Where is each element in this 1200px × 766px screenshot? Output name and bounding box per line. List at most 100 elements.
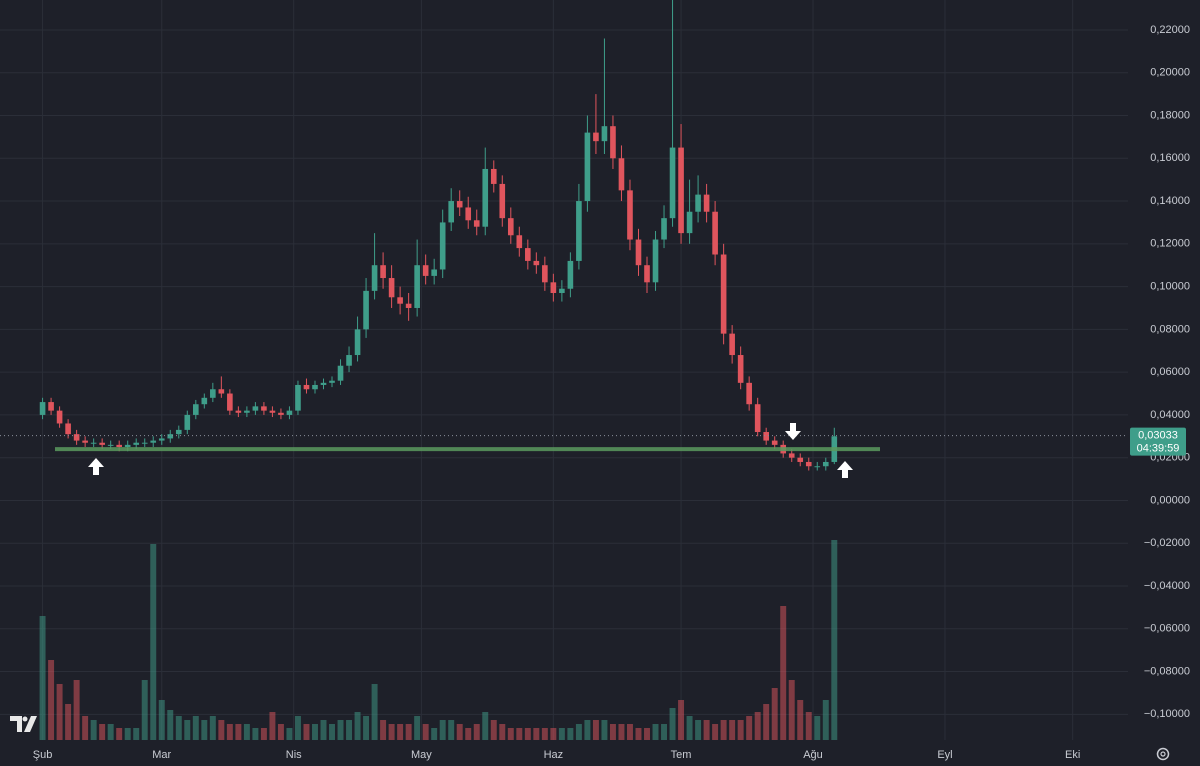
y-tick-label: 0,06000	[1150, 366, 1190, 378]
candle-body	[354, 329, 361, 356]
candle-body	[584, 132, 591, 202]
volume-bar	[329, 724, 335, 740]
candle-body	[48, 402, 54, 411]
volume-bar	[226, 724, 233, 740]
candle-body	[669, 147, 676, 219]
volume-bar	[507, 728, 514, 740]
volume-bar	[354, 712, 361, 740]
candle-body	[286, 410, 293, 415]
volume-bar	[601, 720, 608, 740]
candle-body	[380, 265, 386, 279]
volume-bar	[669, 708, 676, 740]
volume-bar	[209, 716, 216, 740]
y-tick-label: −0,10000	[1144, 708, 1190, 720]
candle-body	[465, 207, 472, 221]
candle-body	[150, 440, 157, 443]
candle-body	[490, 168, 497, 184]
volume-bar	[592, 720, 599, 740]
candle-body	[627, 190, 633, 240]
candle-body	[652, 239, 659, 283]
volume-bar	[277, 724, 284, 740]
volume-bar	[422, 724, 429, 740]
volume-bar	[269, 712, 276, 740]
candle-body	[218, 389, 225, 394]
candle-body	[618, 158, 625, 191]
candle-body	[295, 384, 301, 411]
candle-body	[235, 410, 242, 413]
volume-bar	[167, 710, 174, 740]
volume-bar	[116, 728, 123, 740]
volume-bar	[99, 724, 106, 740]
candle-body	[261, 406, 267, 411]
candle-body	[269, 410, 276, 413]
volume-bar	[516, 728, 523, 740]
volume-bar	[133, 728, 140, 740]
volume-bar	[541, 728, 548, 740]
volume-bar	[218, 720, 225, 740]
candle-body	[175, 429, 182, 435]
volume-bar	[465, 728, 472, 740]
x-tick-label: Haz	[544, 749, 564, 761]
volume-bar	[439, 720, 446, 740]
candle-body	[661, 218, 667, 240]
volume-bar	[158, 700, 165, 740]
candle-body	[414, 265, 420, 308]
annotation-arrows	[88, 423, 853, 478]
volume-bar	[65, 704, 72, 740]
candle-body	[346, 355, 352, 366]
candle-body	[678, 147, 684, 234]
y-tick-label: 0,08000	[1150, 323, 1190, 335]
price-label-box	[1130, 427, 1186, 456]
volume-bar	[312, 724, 318, 740]
volume-bar	[746, 716, 753, 740]
volume-bar	[124, 728, 131, 740]
candle-body	[210, 389, 216, 398]
candle-body	[363, 290, 369, 330]
candle-body	[567, 260, 574, 289]
x-tick-label: Eyl	[937, 749, 952, 761]
candle-body	[320, 382, 327, 385]
volume-bar	[584, 720, 591, 740]
candle-body	[593, 132, 599, 142]
arrow-up	[88, 458, 104, 475]
candle-body	[507, 218, 514, 236]
x-tick-label: Eki	[1065, 749, 1080, 761]
candle-body	[601, 126, 608, 142]
y-tick-label: 0,20000	[1150, 67, 1190, 79]
candle-body	[525, 248, 531, 261]
volume-bar	[609, 724, 616, 740]
candle-body	[158, 438, 165, 441]
volume-bar	[737, 720, 744, 740]
y-tick-label: 0,00000	[1150, 494, 1190, 506]
candle-body	[99, 442, 105, 445]
volume-bar	[175, 716, 182, 740]
volume-pane	[39, 540, 838, 740]
candle-body	[90, 442, 97, 444]
volume-bar	[303, 724, 310, 740]
candle-body	[371, 265, 378, 291]
volume-bar	[260, 728, 267, 740]
candle-body	[39, 402, 46, 415]
candle-body	[397, 297, 403, 304]
candle-body	[278, 412, 284, 415]
candle-body	[542, 265, 548, 283]
candle-body	[686, 211, 693, 234]
volume-bar	[805, 712, 812, 740]
settings-icon[interactable]	[1156, 747, 1170, 761]
candle-body	[329, 380, 335, 383]
volume-bar	[712, 724, 719, 740]
volume-bar	[558, 728, 565, 740]
volume-bar	[490, 720, 497, 740]
candle-body	[184, 414, 191, 430]
candle-body	[56, 410, 63, 424]
candle-body	[763, 432, 769, 441]
candle-body	[814, 466, 821, 468]
volume-bar	[797, 700, 804, 740]
candle-body	[107, 444, 114, 446]
candle-body	[227, 393, 233, 411]
volume-bar	[703, 720, 710, 740]
candle-body	[695, 194, 701, 212]
volume-bar	[780, 606, 787, 740]
candle-body	[720, 254, 727, 334]
volume-bar	[686, 716, 693, 740]
